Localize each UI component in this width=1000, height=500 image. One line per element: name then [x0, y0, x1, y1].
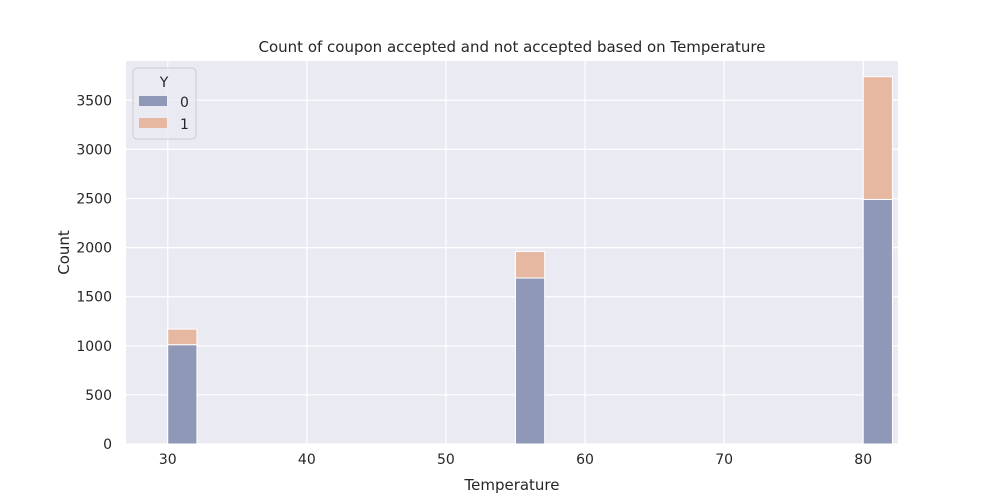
x-tick-labels: 30 40 50 60 70 80: [159, 452, 872, 468]
legend-label-1: 1: [180, 117, 189, 133]
y-tick-label-0: 0: [103, 437, 112, 453]
chart-title: Count of coupon accepted and not accepte…: [259, 38, 766, 56]
y-tick-label-3500: 3500: [76, 93, 112, 109]
y-tick-label-1500: 1500: [76, 290, 112, 306]
bar-y0-80: [862, 198, 893, 445]
y-tick-label-2500: 2500: [76, 191, 112, 207]
x-tick-label-30: 30: [159, 452, 177, 468]
bar-y1-30: [167, 328, 198, 346]
legend-label-0: 0: [180, 95, 189, 111]
x-tick-label-80: 80: [854, 452, 872, 468]
legend-swatch-0: [139, 96, 167, 106]
x-tick-label-70: 70: [715, 452, 733, 468]
y-axis-label: Count: [55, 230, 73, 275]
bar-y1-55: [514, 251, 546, 279]
bar-y1-80: [862, 76, 893, 200]
x-tick-label-50: 50: [437, 452, 455, 468]
y-tick-label-500: 500: [85, 388, 112, 404]
bar-y0-55: [514, 277, 546, 445]
y-tick-label-2000: 2000: [76, 241, 112, 257]
x-tick-label-40: 40: [298, 452, 316, 468]
bar-y0-30: [167, 344, 198, 445]
x-axis-label: Temperature: [463, 476, 559, 494]
y-tick-labels: 0 500 1000 1500 2000 2500 3000 3500: [76, 93, 112, 453]
legend-swatch-1: [139, 118, 167, 128]
plot-area: [126, 61, 898, 444]
x-tick-label-60: 60: [576, 452, 594, 468]
y-tick-label-3000: 3000: [76, 142, 112, 158]
legend: Y 0 1: [132, 67, 197, 140]
y-tick-label-1000: 1000: [76, 339, 112, 355]
legend-title: Y: [159, 75, 169, 91]
bars-group: [167, 76, 893, 445]
